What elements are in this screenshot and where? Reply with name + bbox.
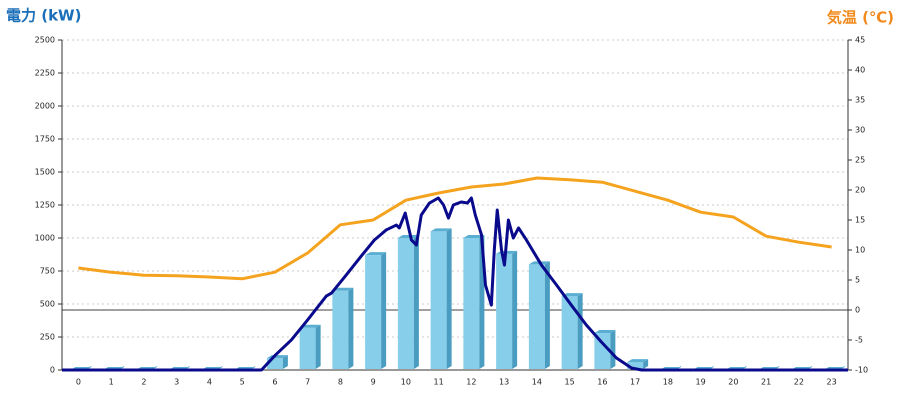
line xyxy=(62,196,848,372)
bar xyxy=(430,228,452,369)
x-tick-label: 17 xyxy=(630,378,640,387)
bar-front xyxy=(496,253,513,369)
y-tick-label: 0 xyxy=(50,366,55,375)
bar-side xyxy=(381,252,387,369)
x-tick-label: 21 xyxy=(761,378,771,387)
bar xyxy=(594,330,616,369)
y-tick-label: 250 xyxy=(40,333,55,342)
x-tick-label: 20 xyxy=(728,378,738,387)
x-tick-label: 11 xyxy=(434,378,444,387)
bar xyxy=(528,261,550,369)
x-tick-label: 4 xyxy=(207,378,212,387)
bar-side xyxy=(348,287,354,369)
bar-top xyxy=(332,287,354,291)
x-tick-label: 15 xyxy=(565,378,575,387)
y2-tick-label: 20 xyxy=(855,186,865,195)
y2-tick-label: 45 xyxy=(855,36,865,45)
bar-front xyxy=(397,238,414,369)
bar-front xyxy=(266,358,283,369)
y-tick-label: 1500 xyxy=(35,168,55,177)
y2-tick-label: -10 xyxy=(855,366,868,375)
x-tick-label: 2 xyxy=(141,378,146,387)
y-tick-label: 750 xyxy=(40,267,55,276)
y-tick-label: 2500 xyxy=(35,36,55,45)
x-tick-label: 5 xyxy=(240,378,245,387)
bar xyxy=(299,324,321,369)
y2-tick-label: 40 xyxy=(855,66,865,75)
y2-tick-label: 10 xyxy=(855,246,865,255)
bar xyxy=(463,235,485,369)
bar xyxy=(561,293,583,369)
x-tick-label: 23 xyxy=(827,378,837,387)
bar xyxy=(332,287,354,369)
y-tick-label: 1750 xyxy=(35,135,55,144)
x-tick-label: 12 xyxy=(466,378,476,387)
bar-side xyxy=(577,293,583,369)
line xyxy=(78,176,832,281)
y-tick-label: 2250 xyxy=(35,69,55,78)
bar-top xyxy=(561,293,583,297)
x-tick-label: 19 xyxy=(696,378,706,387)
x-tick-label: 18 xyxy=(663,378,673,387)
bar-side xyxy=(413,235,419,369)
y2-tick-label: 25 xyxy=(855,156,865,165)
bar xyxy=(627,359,649,369)
bar-top xyxy=(594,330,616,334)
x-tick-label: 0 xyxy=(76,378,81,387)
bar xyxy=(496,250,518,369)
bar-side xyxy=(446,228,452,369)
x-tick-label: 7 xyxy=(305,378,310,387)
y2-tick-label: 30 xyxy=(855,126,865,135)
x-tick-label: 6 xyxy=(272,378,277,387)
y2-axis-title: 気温 (℃) xyxy=(827,9,894,27)
bar-top xyxy=(397,235,419,238)
bar-top xyxy=(627,359,649,363)
x-tick-label: 8 xyxy=(338,378,343,387)
bar-front xyxy=(594,333,611,369)
x-tick-label: 16 xyxy=(597,378,607,387)
bar-front xyxy=(463,238,480,369)
x-tick-label: 14 xyxy=(532,378,542,387)
bar-side xyxy=(315,324,321,369)
bar-front xyxy=(332,290,349,369)
bar-side xyxy=(512,250,518,369)
y2-tick-label: 15 xyxy=(855,216,865,225)
y-tick-label: 1000 xyxy=(35,234,55,243)
x-tick-label: 22 xyxy=(794,378,804,387)
bar-front xyxy=(528,264,545,369)
y-axis-title: 電力 (kW) xyxy=(6,7,81,25)
y2-tick-label: 5 xyxy=(855,276,860,285)
y2-tick-label: 35 xyxy=(855,96,865,105)
bar xyxy=(365,252,387,369)
bar-front xyxy=(561,296,578,369)
y-tick-label: 500 xyxy=(40,300,55,309)
bar-front xyxy=(365,255,382,369)
bar xyxy=(397,235,419,369)
bar-side xyxy=(544,261,550,369)
y2-tick-label: -5 xyxy=(855,336,863,345)
x-tick-label: 9 xyxy=(371,378,376,387)
bar-side xyxy=(643,359,649,369)
bar-side xyxy=(610,330,616,369)
x-tick-label: 13 xyxy=(499,378,509,387)
bar-side xyxy=(282,355,288,369)
x-tick-label: 10 xyxy=(401,378,411,387)
bar-front xyxy=(430,231,447,369)
bar-top xyxy=(365,252,387,256)
bar-top xyxy=(463,235,485,238)
y-tick-label: 2000 xyxy=(35,102,55,111)
bar-top xyxy=(430,228,452,232)
bar-front xyxy=(627,362,644,369)
x-tick-label: 3 xyxy=(174,378,179,387)
bar-front xyxy=(299,327,316,369)
y2-tick-label: 0 xyxy=(855,306,860,315)
x-tick-label: 1 xyxy=(109,378,114,387)
y-tick-label: 1250 xyxy=(35,201,55,210)
